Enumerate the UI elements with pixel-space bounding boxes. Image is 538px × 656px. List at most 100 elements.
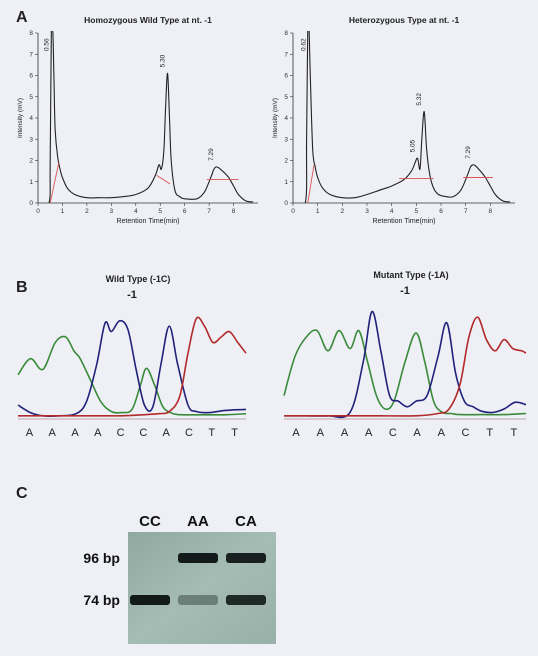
- band-size-label: 96 bp: [83, 550, 120, 566]
- peak-label: 0.62: [300, 38, 307, 51]
- base-call: A: [438, 427, 446, 439]
- base-call: A: [94, 427, 102, 439]
- x-tick-label: 3: [365, 208, 369, 215]
- x-tick-label: 6: [183, 208, 187, 215]
- x-tick-label: 2: [341, 208, 345, 215]
- base-call: A: [317, 427, 325, 439]
- base-call: T: [231, 427, 238, 439]
- x-tick-label: 4: [390, 208, 394, 215]
- band-size-label: 74 bp: [83, 592, 120, 608]
- x-tick-label: 6: [439, 208, 443, 215]
- base-call: T: [208, 427, 215, 439]
- peak-label: 7.29: [465, 146, 472, 159]
- x-tick-label: 0: [291, 208, 295, 215]
- x-tick-label: 7: [464, 208, 468, 215]
- base-trace: [284, 310, 527, 419]
- base-trace: [284, 316, 527, 417]
- y-tick-label: 7: [29, 51, 33, 58]
- x-tick-label: 0: [36, 208, 40, 215]
- base-trace: [18, 316, 247, 417]
- position-marker: -1: [127, 289, 137, 301]
- x-axis-label: Retention Time(min): [116, 218, 179, 225]
- y-tick-label: 1: [284, 179, 288, 186]
- base-call: A: [365, 427, 373, 439]
- base-call: C: [185, 427, 193, 439]
- x-tick-label: 4: [134, 208, 138, 215]
- trace-title: Wild Type (-1C): [106, 274, 171, 284]
- x-tick-label: 5: [158, 208, 162, 215]
- peak-label: 5.30: [160, 54, 167, 67]
- y-tick-label: 2: [29, 158, 33, 165]
- chart-title: Homozygous Wild Type at nt. -1: [84, 15, 212, 25]
- lane-label: CC: [139, 513, 161, 530]
- x-tick-label: 5: [415, 208, 419, 215]
- base-call: A: [341, 427, 349, 439]
- y-axis-label: Intensity (mV): [272, 98, 279, 138]
- baseline-segment: [156, 175, 171, 185]
- y-tick-label: 5: [284, 94, 288, 101]
- baseline-segment: [49, 162, 60, 203]
- x-tick-label: 7: [207, 208, 211, 215]
- y-tick-label: 7: [284, 51, 288, 58]
- chart-title: Heterozygous Type at nt. -1: [349, 15, 460, 25]
- trace-title: Mutant Type (-1A): [373, 270, 448, 280]
- panel-b-label: B: [16, 279, 28, 296]
- base-call: C: [462, 427, 470, 439]
- base-call: C: [389, 427, 397, 439]
- x-tick-label: 8: [489, 208, 493, 215]
- x-axis-label: Retention Time(min): [372, 218, 435, 225]
- y-tick-label: 2: [284, 158, 288, 165]
- gel-band: [130, 595, 170, 605]
- x-tick-label: 2: [85, 208, 89, 215]
- y-tick-label: 0: [29, 200, 33, 207]
- sequencing-trace-mutant: Mutant Type (-1A) A A A A C A A C T T -1: [283, 270, 527, 439]
- chromatogram-wild-type: Homozygous Wild Type at nt. -1 0 1 2 3 4 5 6 7 8 0…: [17, 15, 258, 225]
- x-tick-label: 3: [110, 208, 114, 215]
- base-call: A: [26, 427, 34, 439]
- x-tick-label: 1: [316, 208, 320, 215]
- gel-band: [178, 595, 218, 605]
- lane-label: AA: [187, 513, 209, 530]
- gel-band: [178, 553, 218, 563]
- base-call: A: [292, 427, 300, 439]
- peak-label: 5.05: [410, 139, 417, 152]
- base-call: C: [139, 427, 147, 439]
- y-tick-label: 8: [29, 30, 33, 37]
- panel-a-label: A: [16, 9, 28, 26]
- base-trace: [17, 319, 247, 417]
- y-tick-label: 3: [284, 136, 288, 143]
- sequencing-trace-wild-type: Wild Type (-1C) A A A A C C A C T T -1: [17, 274, 247, 439]
- gel-electrophoresis: CC AA CA 96 bp 74 bp: [83, 513, 276, 644]
- y-tick-label: 3: [29, 136, 33, 143]
- base-call: T: [511, 427, 518, 439]
- base-call: A: [49, 427, 57, 439]
- position-marker: -1: [400, 285, 410, 297]
- y-tick-label: 6: [29, 73, 33, 80]
- y-tick-label: 0: [284, 200, 288, 207]
- base-call: T: [486, 427, 493, 439]
- chromatogram-trace: [293, 31, 511, 203]
- y-tick-label: 4: [29, 115, 33, 122]
- y-tick-label: 1: [29, 179, 33, 186]
- panel-c-label: C: [16, 485, 28, 502]
- base-call: A: [413, 427, 421, 439]
- gel-band: [226, 553, 266, 563]
- peak-label: 7.29: [208, 148, 215, 161]
- y-tick-label: 6: [284, 73, 288, 80]
- lane-label: CA: [235, 513, 257, 530]
- baseline-segment: [307, 164, 315, 203]
- peak-label: 5.32: [416, 93, 423, 106]
- base-call: A: [163, 427, 171, 439]
- y-tick-label: 4: [284, 115, 288, 122]
- gel-band: [226, 595, 266, 605]
- x-tick-label: 1: [61, 208, 65, 215]
- base-trace: [283, 329, 527, 416]
- y-tick-label: 5: [29, 94, 33, 101]
- gel-background: [128, 532, 276, 644]
- base-call: C: [117, 427, 125, 439]
- base-trace: [17, 335, 247, 416]
- chromatogram-heterozygous: Heterozygous Type at nt. -1 0 1 2 3 4 5 6 7 8 0 1 2 3…: [272, 15, 515, 225]
- chromatogram-trace: [38, 31, 254, 203]
- y-axis-label: Intensity (mV): [17, 98, 24, 138]
